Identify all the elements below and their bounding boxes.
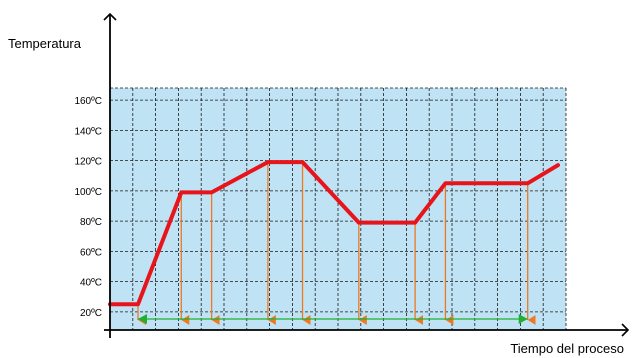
y-tick-label: 120ºC: [74, 157, 102, 168]
y-axis-label: Temperatura: [8, 36, 82, 51]
y-tick-label: 140ºC: [74, 126, 102, 137]
y-tick-label: 60ºC: [80, 247, 102, 258]
y-tick-label: 80ºC: [80, 217, 102, 228]
x-axis-label: Tiempo del proceso: [510, 341, 624, 356]
temperature-series-line: [108, 160, 560, 307]
y-tick-label: 20ºC: [80, 308, 102, 319]
y-tick-label: 160ºC: [74, 96, 102, 107]
y-axis-ticks: 20ºC 40ºC 60ºC 80ºC 100ºC 120ºC 140ºC 160ºC: [74, 96, 102, 319]
drop-arrows: [137, 162, 536, 325]
y-tick-label: 100ºC: [74, 187, 102, 198]
grid: [110, 87, 567, 330]
y-tick-label: 40ºC: [80, 278, 102, 289]
